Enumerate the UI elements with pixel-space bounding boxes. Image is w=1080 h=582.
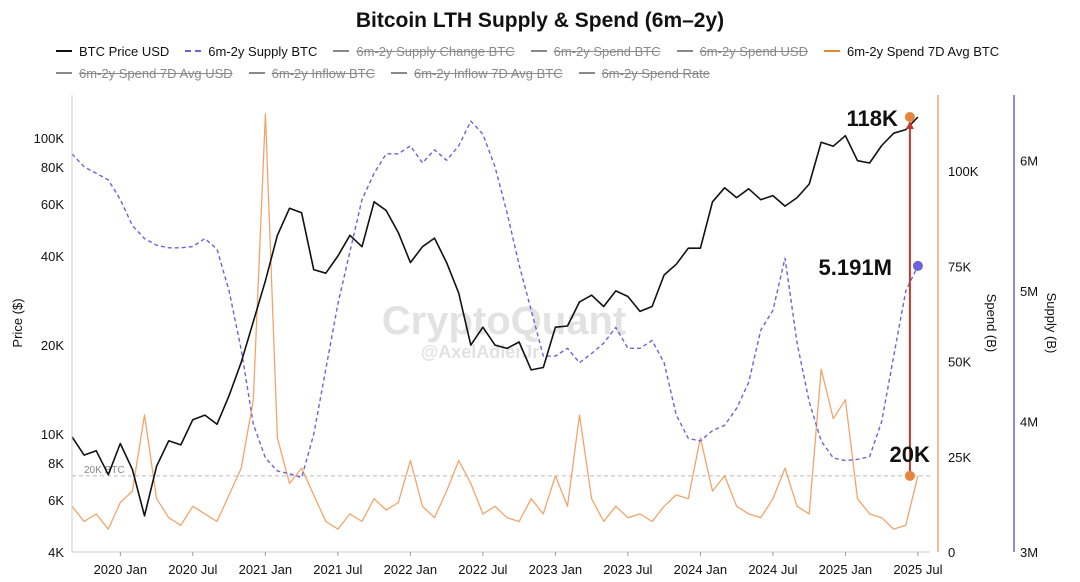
- x-tick-label: 2020 Jan: [94, 562, 148, 577]
- legend: BTC Price USD 6m-2y Supply BTC 6m-2y Suppl…: [56, 40, 1056, 84]
- legend-label: 6m-2y Inflow BTC: [271, 65, 375, 81]
- x-tick-label: 2024 Jul: [748, 562, 797, 577]
- price-tick-label: 80K: [41, 160, 64, 175]
- x-tick-label: 2021 Jul: [313, 562, 362, 577]
- price-tick-label: 40K: [41, 249, 64, 264]
- legend-item-6m-2y-supply-btc[interactable]: 6m-2y Supply BTC: [185, 44, 317, 59]
- watermark: CryptoQuant @AxelAdlerJr: [382, 299, 626, 362]
- legend-item-6m-2y-spend-rate[interactable]: 6m-2y Spend Rate: [578, 65, 710, 81]
- x-tick-label: 2025 Jan: [819, 562, 873, 577]
- legend-swatch: [56, 72, 72, 74]
- annotation-label-spend: 20K: [890, 442, 930, 467]
- legend-item-btc-price-usd[interactable]: BTC Price USD: [56, 44, 169, 59]
- legend-swatch: [185, 50, 202, 52]
- price-tick-label: 60K: [41, 197, 64, 212]
- legend-label: 6m-2y Supply Change BTC: [356, 43, 515, 59]
- x-tick-label: 2022 Jan: [384, 562, 438, 577]
- legend-label: BTC Price USD: [79, 43, 170, 59]
- legend-label: 6m-2y Spend USD: [699, 43, 808, 59]
- legend-item-6m-2y-spend-7d-avg-usd[interactable]: 6m-2y Spend 7D Avg USD: [56, 66, 233, 81]
- legend-item-6m-2y-spend-usd[interactable]: 6m-2y Spend USD: [676, 43, 808, 59]
- supply-tick-label: 6M: [1020, 153, 1038, 168]
- x-tick-label: 2021 Jan: [239, 562, 293, 577]
- axes: 2020 Jan 2020 Jul 2021 Jan 2021 Jul 2022 Jan…: [10, 95, 1059, 577]
- spend-tick-label: 75K: [948, 259, 971, 274]
- price-tick-label: 4K: [48, 545, 64, 560]
- price-tick-label: 100K: [34, 131, 65, 146]
- series-layer: [71, 113, 919, 530]
- spend-tick-label: 0: [948, 545, 955, 560]
- legend-swatch: [676, 50, 693, 52]
- reference-line-group: 20K BTC: [72, 465, 930, 477]
- x-tick-label: 2022 Jul: [458, 562, 507, 577]
- series-line-btc-price-usd: [71, 116, 919, 517]
- supply-tick-label: 4M: [1020, 414, 1038, 429]
- spend-axis-title: Spend (B): [984, 294, 999, 353]
- annotations: 118K 5.191M 20K: [819, 106, 930, 481]
- legend-label: 6m-2y Spend Rate: [601, 65, 710, 81]
- annotation-label-supply: 5.191M: [819, 255, 892, 280]
- legend-label: 6m-2y Inflow 7D Avg BTC: [413, 65, 563, 81]
- series-line-6m-2y-supply-btc: [71, 120, 919, 479]
- spend-tick-label: 100K: [948, 164, 979, 179]
- x-tick-label: 2024 Jan: [674, 562, 728, 577]
- legend-item-6m-2y-inflow-7d-avg-btc[interactable]: 6m-2y Inflow 7D Avg BTC: [390, 65, 563, 81]
- annotation-arrow-up: [905, 120, 914, 129]
- spend-tick-label: 50K: [948, 355, 971, 370]
- legend-label: 6m-2y Supply BTC: [208, 43, 318, 59]
- supply-tick-label: 3M: [1020, 545, 1038, 560]
- annotation-marker-spend: [904, 470, 915, 481]
- watermark-handle: @AxelAdlerJr: [421, 342, 540, 362]
- legend-label: 6m-2y Spend 7D Avg USD: [79, 65, 233, 81]
- legend-swatch: [56, 50, 72, 52]
- legend-item-6m-2y-inflow-btc[interactable]: 6m-2y Inflow BTC: [248, 65, 375, 81]
- x-tick-label: 2023 Jan: [529, 562, 583, 577]
- supply-axis-title: Supply (B): [1044, 293, 1059, 354]
- annotation-marker-price: [904, 111, 915, 122]
- annotation-marker-supply: [912, 260, 923, 271]
- legend-swatch: [823, 50, 840, 52]
- price-tick-label: 10K: [41, 427, 64, 442]
- watermark-main: CryptoQuant: [382, 299, 626, 343]
- legend-item-6m-2y-spend-7d-avg-btc[interactable]: 6m-2y Spend 7D Avg BTC: [823, 43, 1000, 59]
- legend-item-6m-2y-supply-change-btc[interactable]: 6m-2y Supply Change BTC: [333, 43, 515, 59]
- spend-tick-label: 25K: [948, 450, 971, 465]
- x-tick-label: 2023 Jul: [603, 562, 652, 577]
- x-tick-label: 2020 Jul: [168, 562, 217, 577]
- legend-row: BTC Price USD 6m-2y Supply BTC 6m-2y Suppl…: [56, 40, 1056, 62]
- legend-swatch: [248, 72, 265, 74]
- price-tick-label: 6K: [48, 493, 64, 508]
- legend-label: 6m-2y Spend 7D Avg BTC: [846, 43, 1000, 59]
- legend-item-6m-2y-spend-btc[interactable]: 6m-2y Spend BTC: [530, 43, 661, 59]
- reference-line-label: 20K BTC: [84, 465, 125, 476]
- price-axis-title: Price ($): [10, 298, 25, 347]
- legend-swatch: [333, 50, 350, 52]
- legend-row: 6m-2y Spend 7D Avg USD 6m-2y Inflow BTC 6m…: [56, 62, 1056, 84]
- price-tick-label: 8K: [48, 456, 64, 471]
- legend-swatch: [578, 72, 595, 74]
- legend-swatch: [390, 72, 407, 74]
- annotation-label-price: 118K: [847, 106, 898, 131]
- x-tick-label: 2025 Jul: [893, 562, 942, 577]
- supply-tick-label: 5M: [1020, 284, 1038, 299]
- legend-label: 6m-2y Spend BTC: [553, 43, 661, 59]
- series-line-6m-2y-spend-7d-avg-btc: [71, 113, 919, 530]
- price-tick-label: 20K: [41, 338, 64, 353]
- chart-title: Bitcoin LTH Supply & Spend (6m–2y): [355, 9, 725, 32]
- legend-swatch: [530, 50, 547, 52]
